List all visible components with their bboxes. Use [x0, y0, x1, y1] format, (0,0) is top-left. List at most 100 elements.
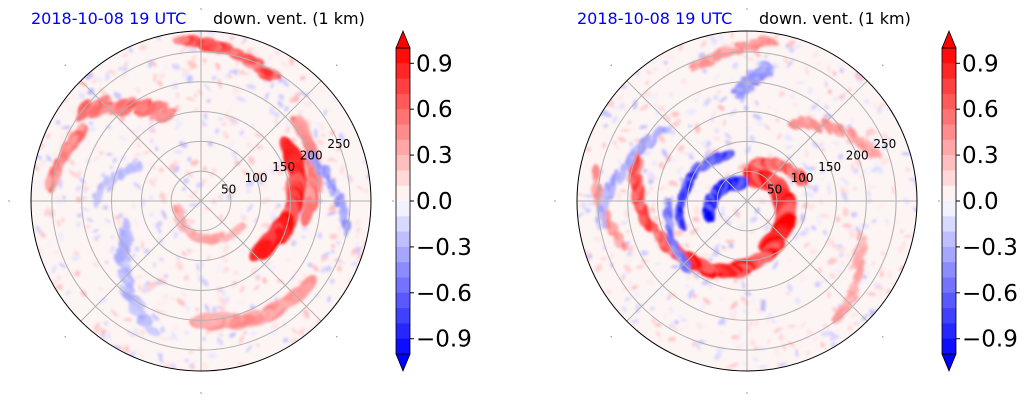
field-speckle — [216, 293, 221, 299]
field-speckle — [246, 84, 257, 90]
field-speckle — [838, 252, 845, 258]
field-speckle — [735, 65, 739, 68]
field-cell — [856, 230, 863, 242]
field-cell — [173, 216, 183, 227]
field-speckle — [602, 112, 613, 118]
field-speckle — [863, 167, 872, 175]
field-speckle — [677, 144, 685, 152]
field-speckle — [124, 344, 130, 355]
colorbar-extend-min — [395, 353, 411, 373]
field-speckle — [150, 176, 158, 186]
field-speckle — [894, 246, 901, 251]
field-speckle — [689, 227, 699, 235]
field-speckle — [184, 358, 189, 363]
field-speckle — [103, 205, 108, 210]
field-speckle — [685, 243, 689, 248]
field-speckle — [871, 166, 881, 173]
field-cell — [830, 124, 839, 134]
field-speckle — [796, 110, 800, 116]
field-speckle — [717, 32, 724, 42]
field-speckle — [75, 147, 80, 153]
field-speckle — [80, 196, 88, 200]
field-cell — [172, 35, 190, 45]
field-speckle — [684, 284, 689, 289]
field-speckle — [594, 264, 603, 273]
field-speckle — [325, 265, 332, 272]
field-speckle — [76, 213, 83, 218]
field-speckle — [661, 148, 668, 158]
field-speckle — [274, 205, 280, 211]
field-speckle — [88, 120, 94, 126]
field-speckle — [616, 158, 623, 167]
angular-tick — [938, 200, 940, 202]
field-speckle — [329, 204, 336, 211]
field-speckle — [626, 230, 630, 234]
field-speckle — [245, 142, 252, 148]
field-speckle — [184, 218, 193, 223]
field-speckle — [623, 264, 632, 273]
field-speckle — [697, 339, 706, 345]
field-speckle — [778, 333, 784, 341]
field-cell — [332, 184, 337, 193]
field-speckle — [659, 185, 665, 191]
field-speckle — [881, 132, 888, 142]
field-speckle — [211, 306, 217, 313]
colorbar-band — [942, 292, 956, 309]
field-speckle — [321, 134, 326, 137]
field-speckle — [670, 265, 680, 269]
field-speckle — [226, 115, 237, 122]
angular-tick — [336, 64, 338, 66]
colorbar-band — [942, 78, 956, 95]
field-cell — [752, 45, 760, 49]
field-speckle — [137, 284, 143, 292]
radial-tick-label: 200 — [300, 148, 323, 162]
field-speckle — [100, 333, 106, 339]
field-speckle — [309, 233, 319, 241]
field-speckle — [151, 59, 157, 68]
field-speckle — [251, 331, 256, 336]
colorbar-tick-label: 0.3 — [962, 143, 999, 169]
field-speckle — [765, 319, 771, 324]
field-cell — [624, 156, 631, 167]
field-speckle — [730, 32, 734, 38]
field-speckle — [827, 63, 831, 74]
field-cell — [200, 37, 216, 46]
field-speckle — [774, 109, 778, 113]
colorbar-band — [396, 48, 410, 64]
field-cell — [98, 187, 103, 196]
field-speckle — [135, 124, 141, 134]
colorbar-band — [396, 308, 410, 324]
field-speckle — [645, 280, 654, 284]
field-speckle — [221, 267, 229, 274]
field-speckle — [181, 292, 187, 297]
field-speckle — [816, 214, 823, 225]
field-speckle — [735, 142, 739, 146]
field-speckle — [336, 225, 343, 234]
field-speckle — [686, 108, 698, 115]
angular-tick — [200, 392, 202, 394]
field-speckle — [827, 257, 838, 265]
field-speckle — [285, 121, 291, 131]
field-speckle — [353, 219, 361, 226]
field-speckle — [736, 224, 748, 230]
field-speckle — [86, 218, 94, 222]
field-speckle — [866, 185, 876, 189]
colorbar-tick-label: −0.9 — [416, 327, 472, 353]
field-speckle — [873, 161, 879, 166]
field-speckle — [47, 239, 52, 248]
field-speckle — [270, 162, 276, 167]
field-speckle — [683, 152, 694, 155]
field-speckle — [168, 163, 176, 171]
colorbar-band — [396, 262, 410, 278]
colorbar-band — [942, 48, 956, 64]
field-speckle — [56, 275, 62, 280]
field-speckle — [92, 234, 102, 240]
field-speckle — [134, 153, 144, 156]
field-speckle — [739, 342, 748, 347]
field-speckle — [706, 145, 710, 151]
field-speckle — [807, 87, 813, 95]
field-speckle — [331, 249, 335, 254]
field-speckle — [242, 136, 247, 140]
field-speckle — [756, 120, 767, 127]
field-speckle — [246, 48, 253, 55]
